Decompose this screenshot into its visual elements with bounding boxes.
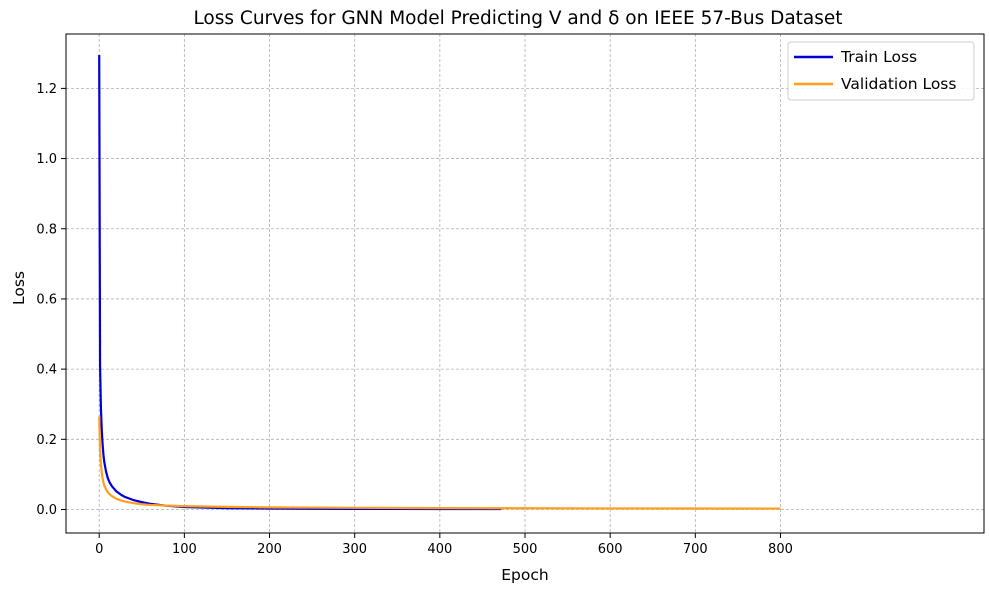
- x-axis-label: Epoch: [501, 566, 548, 584]
- legend-label-validation: Validation Loss: [841, 75, 956, 93]
- x-tick-label: 700: [683, 542, 708, 557]
- y-tick-label: 0.4: [36, 363, 57, 378]
- series-lines: [98, 55, 781, 511]
- y-tick-label: 0.0: [36, 503, 57, 518]
- legend-box: [787, 41, 975, 101]
- x-tick-label: 0: [95, 542, 103, 557]
- legend: Train Loss Validation Loss: [787, 41, 975, 101]
- validation-loss-line: [98, 416, 781, 510]
- x-tick-label: 300: [342, 542, 367, 557]
- y-axis-label: Loss: [10, 271, 28, 305]
- x-tick-label: 500: [513, 542, 538, 557]
- y-tick-label: 0.8: [36, 222, 57, 237]
- axis-ticks: 0 100 200 300 400 500 600 700 800 0.0 0.2 0.4 0.6 0.8…: [36, 82, 793, 557]
- y-tick-label: 0.2: [36, 433, 57, 448]
- y-tick-label: 1.2: [36, 82, 57, 97]
- x-tick-label: 800: [768, 542, 793, 557]
- x-tick-label: 400: [427, 542, 452, 557]
- legend-label-train: Train Loss: [840, 48, 917, 66]
- x-tick-label: 200: [257, 542, 282, 557]
- x-tick-label: 100: [172, 542, 197, 557]
- y-tick-label: 0.6: [36, 292, 57, 307]
- chart-title: Loss Curves for GNN Model Predicting V a…: [193, 8, 842, 29]
- x-tick-label: 600: [598, 542, 623, 557]
- y-tick-label: 1.0: [36, 152, 57, 167]
